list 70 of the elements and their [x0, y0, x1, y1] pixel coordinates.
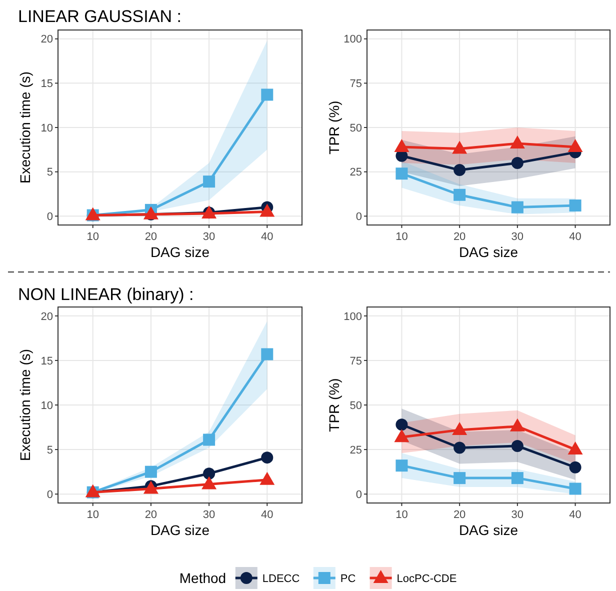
x-tick-label: 30 — [202, 231, 216, 243]
point — [261, 452, 274, 464]
y-axis-title: TPR (%) — [326, 378, 342, 432]
legend-title: Method — [179, 570, 226, 586]
point — [454, 164, 466, 176]
x-tick-label: 20 — [144, 509, 158, 521]
x-tick-label: 30 — [511, 231, 524, 243]
point — [144, 466, 157, 478]
y-tick-label: 25 — [350, 166, 362, 179]
y-tick-label: 5 — [46, 166, 53, 179]
x-tick-label: 40 — [261, 509, 274, 521]
point — [203, 176, 216, 188]
y-tick-label: 10 — [40, 400, 53, 412]
y-tick-label: 75 — [350, 78, 362, 90]
x-tick-label: 20 — [453, 509, 466, 521]
point — [260, 472, 275, 485]
chart-title: NON LINEAR (binary) : — [18, 285, 194, 304]
point — [260, 204, 275, 217]
x-axis-title: DAG size — [458, 522, 518, 538]
point — [511, 156, 524, 169]
x-axis-title: DAG size — [150, 522, 210, 538]
y-tick-label: 20 — [40, 34, 53, 46]
y-tick-label: 0 — [46, 210, 53, 223]
point — [568, 139, 583, 152]
y-axis-title: Execution time (s) — [17, 348, 33, 462]
y-tick-label: 25 — [350, 444, 362, 456]
x-tick-label: 10 — [396, 231, 408, 243]
point — [511, 201, 524, 214]
y-tick-label: 50 — [350, 122, 362, 134]
y-tick-label: 15 — [40, 78, 53, 90]
y-tick-label: 50 — [350, 400, 362, 412]
x-tick-label: 20 — [453, 231, 466, 243]
point — [452, 140, 468, 154]
y-tick-label: 75 — [350, 355, 362, 368]
point — [454, 188, 466, 201]
y-tick-label: 100 — [344, 310, 362, 323]
x-tick-label: 10 — [86, 231, 99, 243]
x-axis-title: DAG size — [458, 244, 518, 260]
x-tick-label: 30 — [511, 509, 524, 521]
point — [203, 434, 216, 446]
x-tick-label: 40 — [569, 509, 582, 521]
point — [261, 88, 274, 101]
legend-label: PC — [340, 572, 356, 585]
y-tick-label: 15 — [40, 355, 53, 368]
x-axis-title: DAG size — [150, 244, 210, 260]
x-tick-label: 10 — [86, 509, 99, 521]
y-tick-label: 10 — [40, 122, 53, 134]
y-tick-label: 0 — [46, 488, 53, 501]
y-axis-title: TPR (%) — [326, 100, 342, 154]
point — [261, 348, 274, 360]
x-tick-label: 20 — [144, 231, 158, 243]
y-tick-label: 0 — [356, 210, 362, 223]
point — [396, 168, 408, 180]
y-axis-title: Execution time (s) — [17, 71, 33, 184]
legend-label: LocPC-CDE — [396, 572, 457, 585]
legend-label: LDECC — [262, 572, 300, 585]
point — [203, 468, 216, 480]
point — [569, 200, 582, 212]
x-tick-label: 40 — [261, 231, 274, 243]
y-tick-label: 20 — [40, 310, 53, 323]
point — [394, 139, 410, 152]
x-tick-label: 30 — [202, 509, 216, 521]
y-tick-label: 0 — [356, 488, 362, 501]
y-tick-label: 5 — [46, 444, 53, 456]
chart-title: LINEAR GAUSSIAN : — [18, 7, 182, 26]
point — [202, 476, 217, 490]
x-tick-label: 10 — [396, 509, 408, 521]
point — [510, 135, 525, 148]
x-tick-label: 40 — [569, 231, 582, 243]
y-tick-label: 100 — [344, 34, 362, 46]
